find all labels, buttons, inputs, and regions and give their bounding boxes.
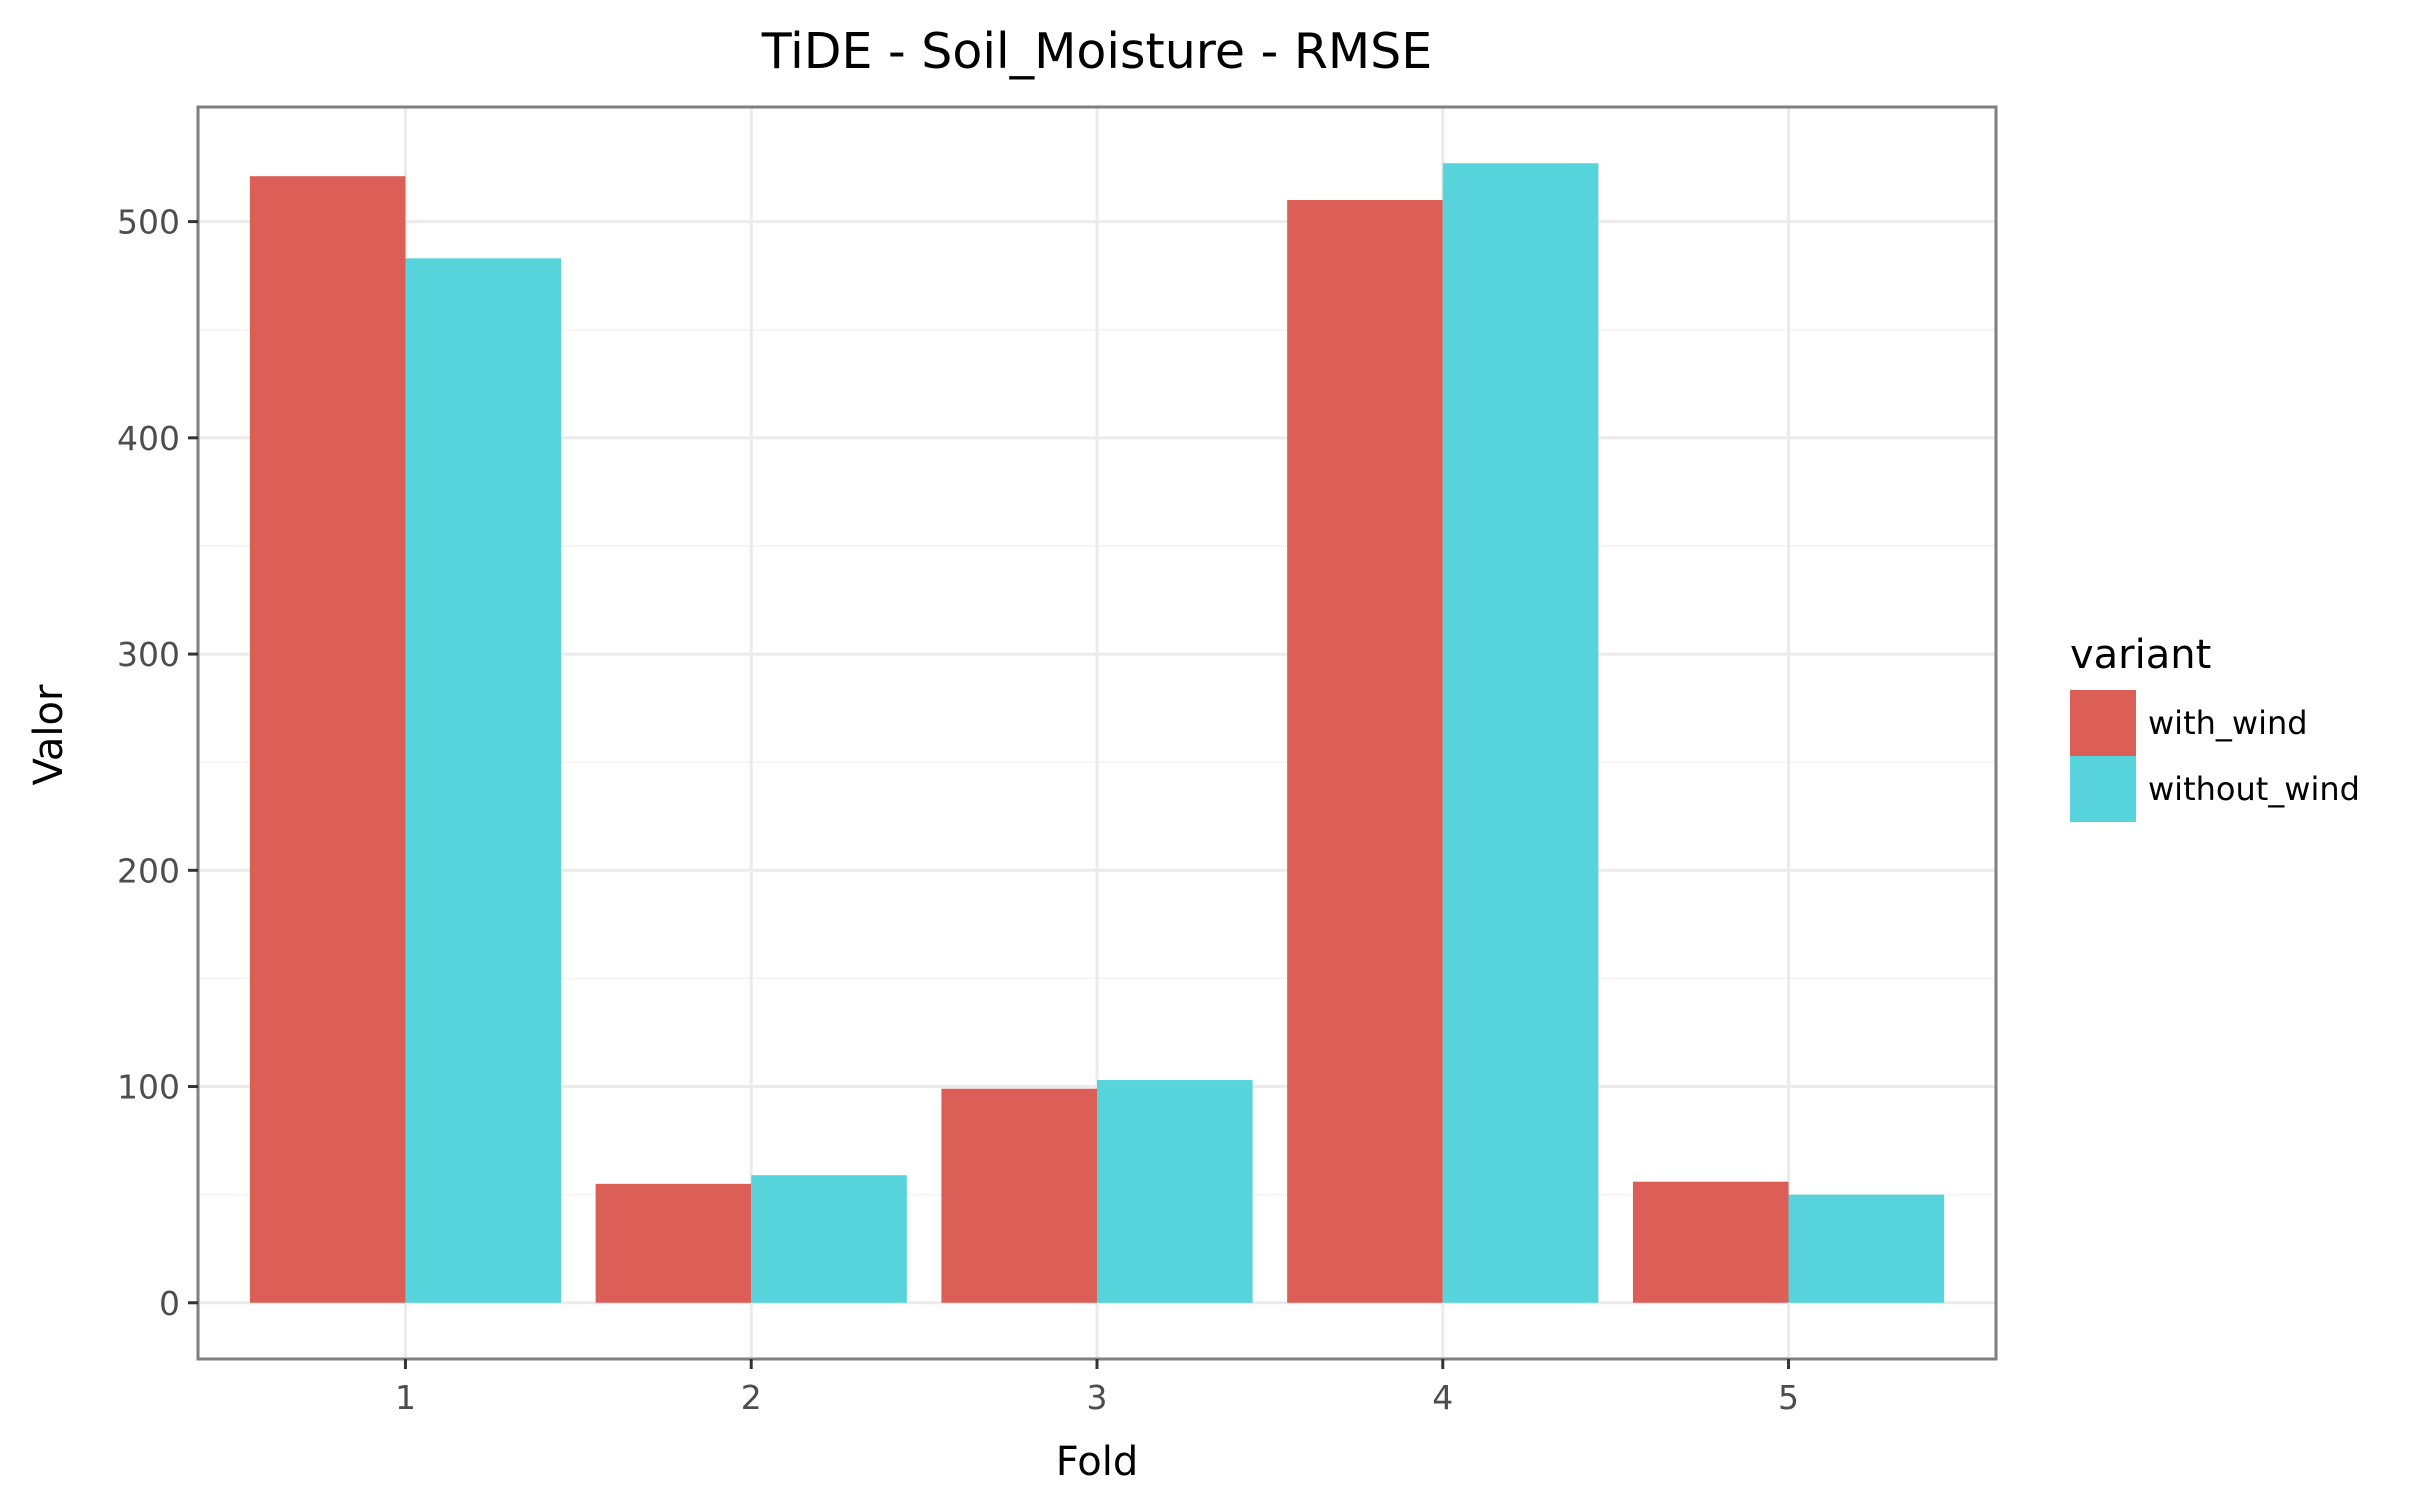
legend: variant with_wind without_wind [2070,632,2360,822]
y-tick-label: 300 [117,635,180,674]
y-tick-label: 100 [117,1068,180,1107]
bar-with_wind-fold-3 [941,1088,1097,1303]
legend-label-with_wind: with_wind [2148,704,2308,742]
bar-with_wind-fold-5 [1632,1181,1789,1303]
y-axis-title: Valor [26,684,72,785]
x-tick-label: 1 [395,1378,416,1417]
legend-key-without_wind [2070,756,2136,822]
chart-title: TiDE - Soil_Moisture - RMSE [761,23,1432,80]
bars [249,163,1945,1303]
plot-panel [196,105,1998,1361]
x-tick-label: 2 [741,1378,762,1417]
legend-label-without_wind: without_wind [2148,770,2360,808]
bar-without_wind-fold-3 [1097,1080,1253,1303]
bar-without_wind-fold-1 [405,258,562,1303]
legend-title: variant [2070,632,2211,678]
y-tick-label: 0 [159,1284,180,1323]
bar-without_wind-fold-4 [1442,163,1599,1303]
x-axis: 1 2 3 4 5 [395,1359,1799,1417]
bar-with_wind-fold-4 [1287,199,1443,1303]
y-tick-label: 200 [117,851,180,890]
y-tick-label: 500 [117,203,180,242]
y-axis: 0 100 200 300 400 500 [117,203,198,1323]
bar-with_wind-fold-1 [249,176,406,1303]
x-tick-label: 3 [1087,1378,1108,1417]
y-tick-label: 400 [117,419,180,458]
bar-with_wind-fold-2 [595,1183,752,1303]
legend-key-with_wind [2070,690,2136,756]
x-tick-label: 5 [1778,1378,1799,1417]
bar-without_wind-fold-2 [751,1175,907,1303]
x-tick-label: 4 [1432,1378,1453,1417]
x-axis-title: Fold [1056,1439,1139,1485]
bar-without_wind-fold-5 [1788,1194,1945,1303]
